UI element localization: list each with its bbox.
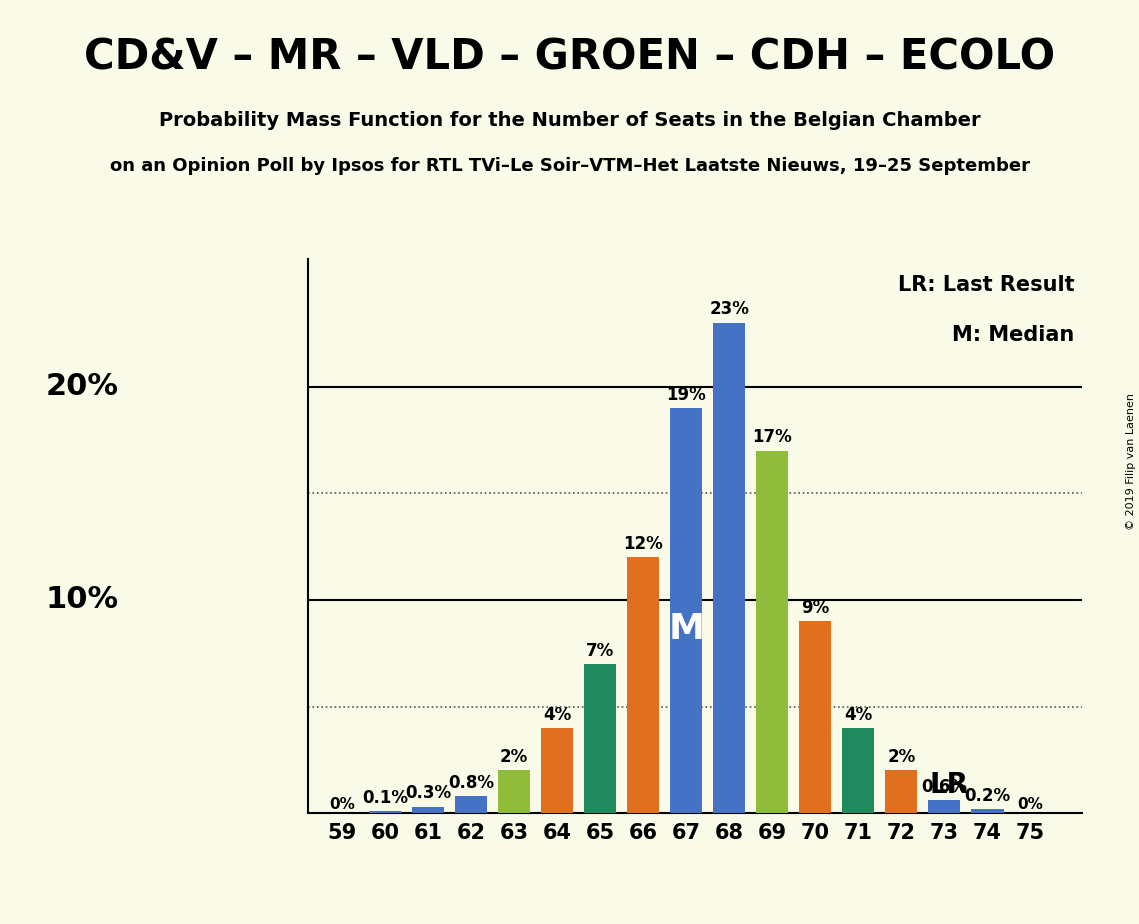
Text: 0.3%: 0.3%	[405, 784, 451, 802]
Bar	[412, 807, 444, 813]
Bar	[670, 408, 703, 813]
Text: 0%: 0%	[329, 797, 355, 812]
Bar	[972, 808, 1003, 813]
Text: 23%: 23%	[710, 300, 749, 319]
Text: 2%: 2%	[887, 748, 916, 766]
Text: LR: LR	[929, 772, 968, 799]
Text: M: M	[669, 612, 704, 646]
Text: 7%: 7%	[585, 641, 614, 660]
Text: 20%: 20%	[46, 372, 118, 401]
Text: 0.8%: 0.8%	[448, 773, 494, 792]
Bar	[756, 451, 788, 813]
Text: 10%: 10%	[46, 586, 118, 614]
Bar	[541, 728, 573, 813]
Bar	[713, 322, 745, 813]
Bar	[928, 800, 960, 813]
Text: LR: Last Result: LR: Last Result	[898, 275, 1074, 296]
Bar	[498, 771, 530, 813]
Text: 2%: 2%	[500, 748, 528, 766]
Text: 0%: 0%	[1017, 797, 1043, 812]
Text: 12%: 12%	[623, 535, 663, 553]
Text: 0.1%: 0.1%	[362, 789, 408, 807]
Text: on an Opinion Poll by Ipsos for RTL TVi–Le Soir–VTM–Het Laatste Nieuws, 19–25 Se: on an Opinion Poll by Ipsos for RTL TVi–…	[109, 157, 1030, 175]
Bar	[454, 796, 487, 813]
Text: 17%: 17%	[753, 429, 792, 446]
Text: CD&V – MR – VLD – GROEN – CDH – ECOLO: CD&V – MR – VLD – GROEN – CDH – ECOLO	[84, 37, 1055, 79]
Text: Probability Mass Function for the Number of Seats in the Belgian Chamber: Probability Mass Function for the Number…	[158, 111, 981, 130]
Text: 0.6%: 0.6%	[921, 778, 967, 796]
Bar	[885, 771, 918, 813]
Text: © 2019 Filip van Laenen: © 2019 Filip van Laenen	[1126, 394, 1136, 530]
Bar	[842, 728, 875, 813]
Text: 4%: 4%	[543, 706, 572, 723]
Text: 4%: 4%	[844, 706, 872, 723]
Bar	[626, 557, 659, 813]
Text: M: Median: M: Median	[952, 325, 1074, 346]
Bar	[584, 663, 616, 813]
Bar	[369, 811, 401, 813]
Text: 0.2%: 0.2%	[965, 786, 1010, 805]
Text: 9%: 9%	[801, 599, 829, 617]
Text: 19%: 19%	[666, 385, 706, 404]
Bar	[800, 621, 831, 813]
